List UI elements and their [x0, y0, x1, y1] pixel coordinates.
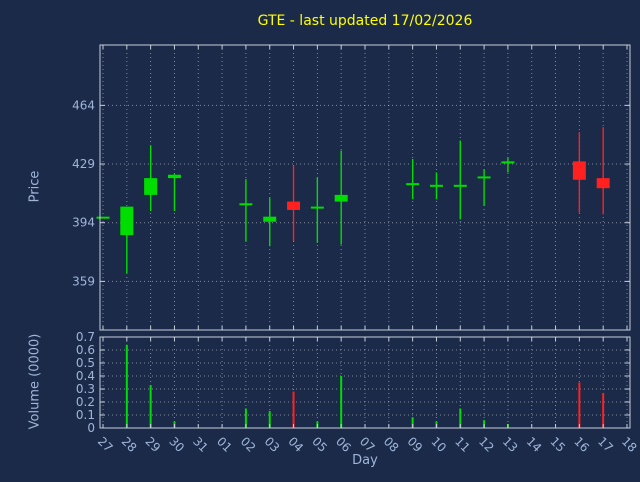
candle-body	[453, 184, 467, 187]
chart-title: GTE - last updated 17/02/2026	[257, 13, 473, 29]
x-tick-label: 10	[428, 434, 449, 455]
x-tick-label: 31	[190, 434, 211, 455]
x-tick-label: 01	[214, 434, 235, 455]
x-tick-label: 03	[262, 434, 283, 455]
volume-tick-label: 0.2	[76, 395, 95, 409]
x-tick-label: 08	[381, 434, 402, 455]
x-tick-label: 18	[619, 434, 640, 455]
x-tick-label: 07	[357, 434, 378, 455]
x-tick-label: 28	[119, 434, 140, 455]
x-tick-label: 12	[476, 434, 497, 455]
x-tick-label: 15	[547, 434, 568, 455]
x-tick-label: 05	[309, 434, 330, 455]
volume-tick-label: 0.6	[76, 343, 95, 357]
x-tick-label: 13	[500, 434, 521, 455]
x-tick-label: 17	[595, 434, 616, 455]
x-tick-label: 02	[238, 434, 259, 455]
volume-tick-label: 0	[87, 421, 95, 435]
candle-body	[334, 194, 348, 202]
candle-body	[310, 206, 324, 209]
x-tick-label: 16	[571, 434, 592, 455]
x-tick-label: 14	[524, 434, 545, 455]
candle-body	[501, 161, 515, 164]
candle-body	[477, 176, 491, 179]
candle-body	[406, 183, 420, 186]
x-tick-label: 09	[405, 434, 426, 455]
day-axis-label: Day	[352, 453, 378, 468]
volume-tick-label: 0.5	[76, 356, 95, 370]
volume-tick-label: 0.1	[76, 408, 95, 422]
price-tick-label: 394	[72, 216, 95, 230]
candle-body	[144, 178, 158, 195]
candle-body	[120, 206, 134, 236]
candle-body	[263, 216, 277, 222]
volume-tick-label: 0.3	[76, 382, 95, 396]
volume-panel-border	[99, 336, 631, 429]
x-tick-label: 29	[143, 434, 164, 455]
price-tick-label: 429	[72, 157, 95, 171]
candle-body	[96, 216, 110, 219]
x-tick-label: 06	[333, 434, 354, 455]
candle-body	[287, 201, 301, 210]
candle-body	[167, 174, 181, 179]
candle-body	[572, 161, 586, 180]
price-tick-label: 359	[72, 274, 95, 288]
x-tick-label: 11	[452, 434, 473, 455]
volume-tick-label: 0.4	[76, 369, 95, 383]
x-tick-label: 30	[166, 434, 187, 455]
price-panel-border	[99, 44, 631, 331]
candle-body	[429, 184, 443, 187]
volume-tick-label: 0.7	[76, 330, 95, 344]
price-tick-label: 464	[72, 98, 95, 112]
x-tick-label: 04	[285, 434, 306, 455]
candle-body	[596, 178, 610, 189]
x-tick-label: 27	[95, 434, 116, 455]
candle-body	[239, 203, 253, 206]
